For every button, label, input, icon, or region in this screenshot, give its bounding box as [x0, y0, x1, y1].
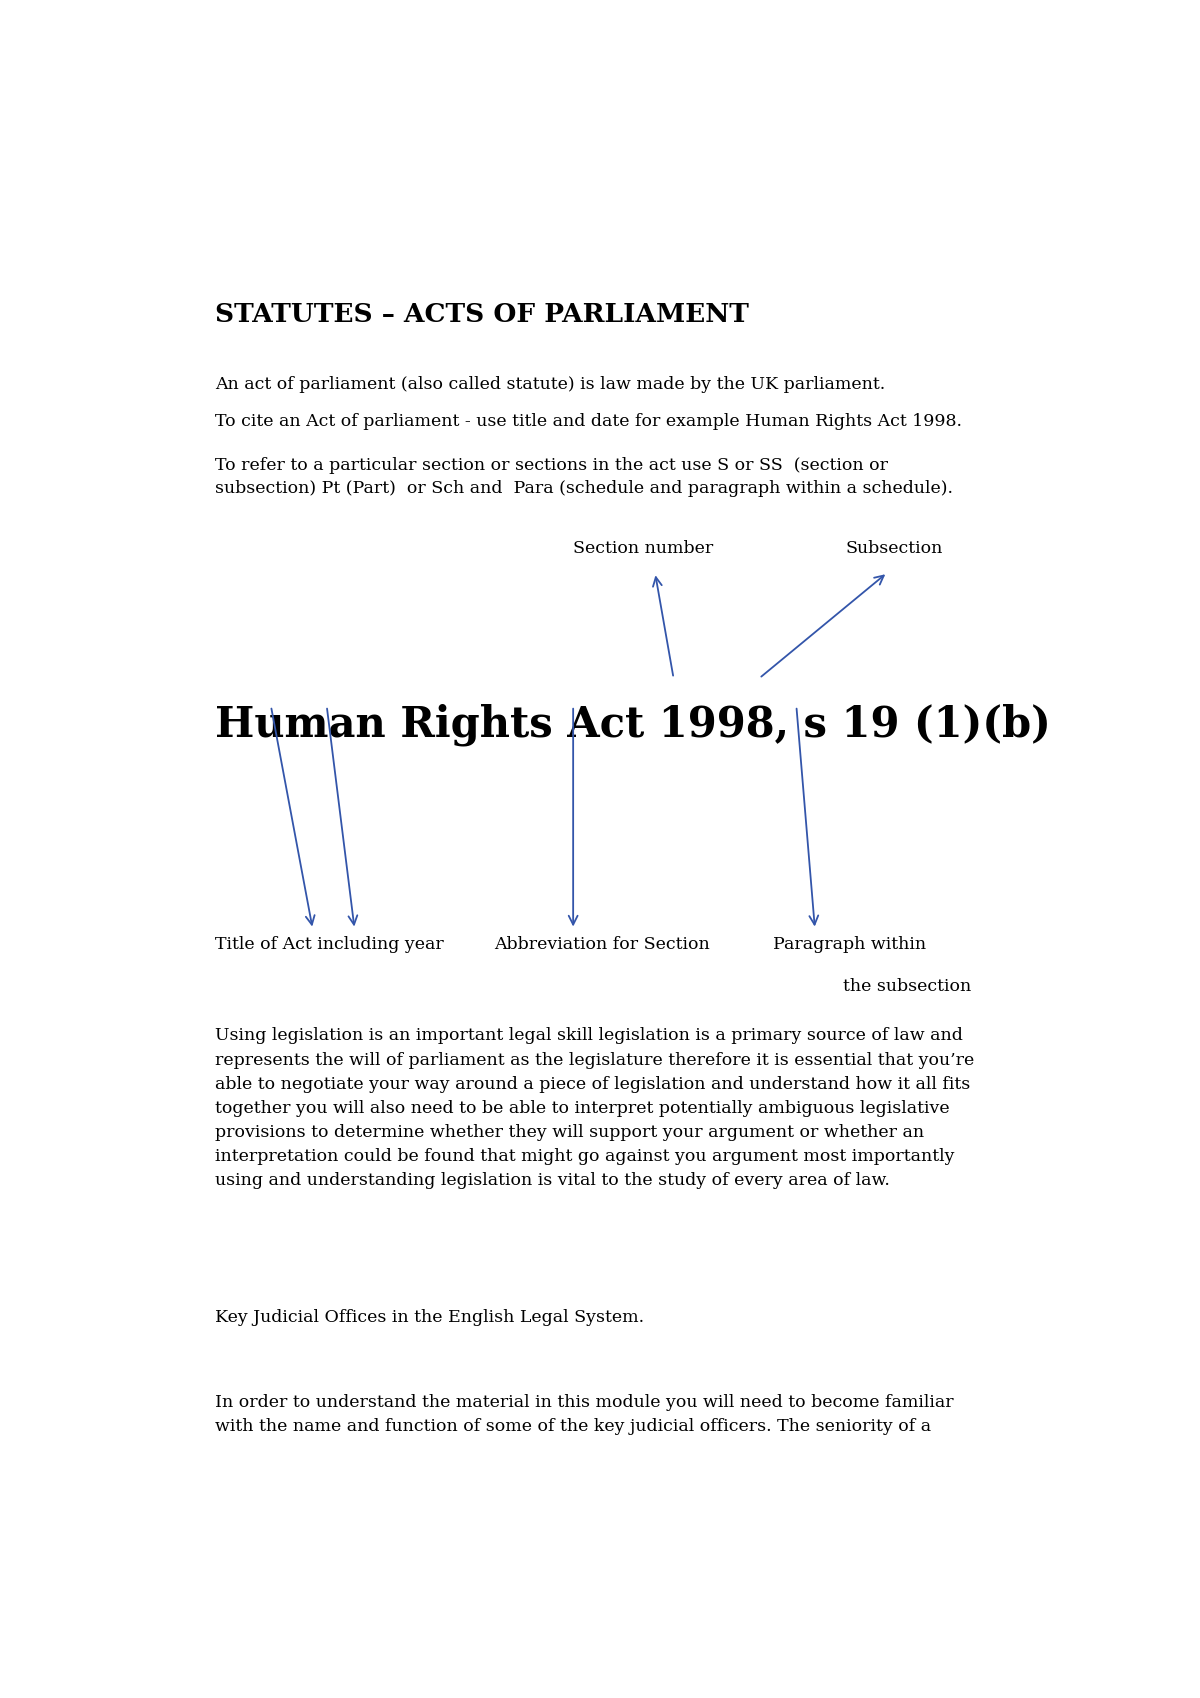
Text: To refer to a particular section or sections in the act use S or SS  (section or: To refer to a particular section or sect…: [215, 457, 953, 496]
Text: STATUTES – ACTS OF PARLIAMENT: STATUTES – ACTS OF PARLIAMENT: [215, 302, 749, 326]
Text: Title of Act including year: Title of Act including year: [215, 936, 444, 953]
Text: Section number: Section number: [572, 540, 713, 557]
Text: Using legislation is an important legal skill legislation is a primary source of: Using legislation is an important legal …: [215, 1027, 974, 1189]
Text: Human Rights Act 1998, s 19 (1)(b): Human Rights Act 1998, s 19 (1)(b): [215, 703, 1051, 745]
Text: An act of parliament (also called statute) is law made by the UK parliament.: An act of parliament (also called statut…: [215, 377, 886, 394]
Text: In order to understand the material in this module you will need to become famil: In order to understand the material in t…: [215, 1394, 954, 1435]
Text: Subsection: Subsection: [845, 540, 943, 557]
Text: To cite an Act of parliament - use title and date for example Human Rights Act 1: To cite an Act of parliament - use title…: [215, 413, 962, 430]
Text: the subsection: the subsection: [842, 978, 971, 995]
Text: Abbreviation for Section: Abbreviation for Section: [494, 936, 710, 953]
Text: Key Judicial Offices in the English Legal System.: Key Judicial Offices in the English Lega…: [215, 1309, 644, 1326]
Text: Paragraph within: Paragraph within: [773, 936, 926, 953]
